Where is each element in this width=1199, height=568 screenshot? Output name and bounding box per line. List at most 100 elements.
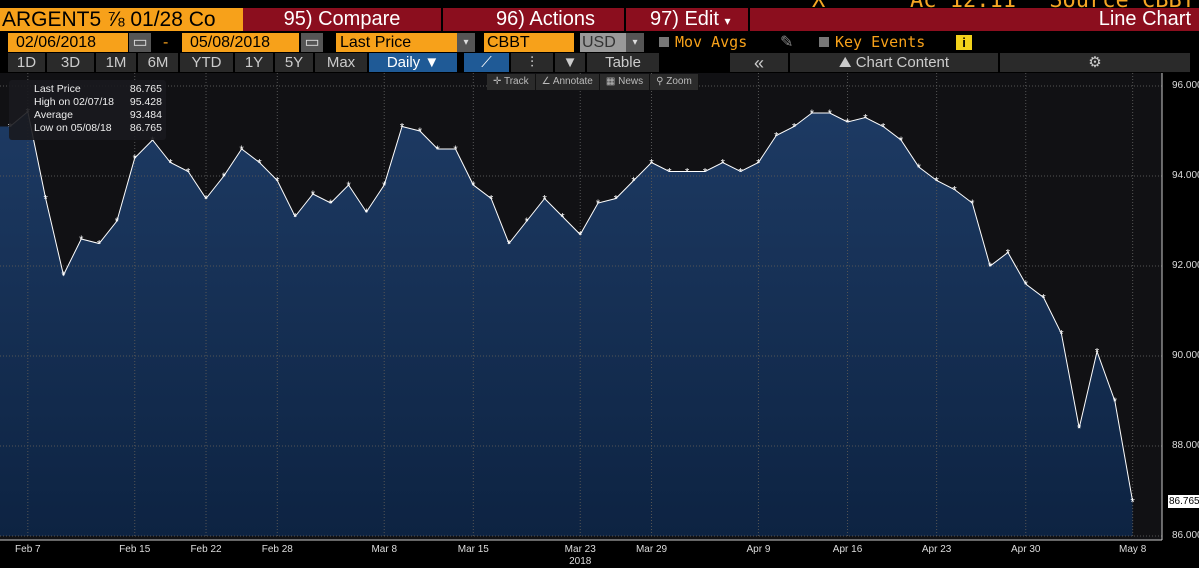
legend-label: Last Price [34, 83, 81, 95]
data-point: * [133, 153, 138, 165]
data-point: * [810, 108, 815, 120]
y-tick-label: 96.000 [1172, 80, 1199, 91]
legend-label: High on 02/07/18 [34, 96, 114, 108]
compare-button[interactable]: 95) Compare [243, 8, 443, 31]
actions-button[interactable]: 96) Actions ▾ [443, 8, 626, 51]
header-bar: ARGENT5 ⅞ 01/28 Co 95) Compare 96) Actio… [0, 8, 1199, 51]
period-1m[interactable]: 1M [96, 53, 136, 72]
data-point: * [738, 167, 743, 179]
table-button[interactable]: Table [587, 53, 659, 72]
key-events-checkbox[interactable]: Key Events [819, 33, 925, 52]
data-point: * [364, 207, 369, 219]
y-tick-label: 94.000 [1172, 170, 1199, 181]
data-point: * [453, 144, 458, 156]
data-point: * [774, 131, 779, 143]
line-chart-icon[interactable]: ⟋ [464, 53, 509, 72]
x-tick-label: Mar 15 [457, 544, 489, 555]
ticker-field[interactable]: ARGENT5 ⅞ 01/28 Co [0, 8, 243, 31]
legend-row: Average 93.484 [34, 109, 162, 122]
frequency-select[interactable]: Daily ▼ [369, 53, 457, 72]
close-partial: X [812, 0, 826, 13]
checkbox-icon [819, 37, 829, 47]
currency-select[interactable]: USD [580, 33, 626, 52]
data-point: * [1041, 293, 1046, 305]
legend-row: Last Price 86.765 [34, 83, 162, 96]
source-input[interactable]: CBBT [484, 33, 574, 52]
x-tick-label: Apr 23 [921, 544, 952, 555]
annotate-tool[interactable]: ∠ Annotate [536, 74, 600, 90]
data-point: * [471, 180, 476, 192]
chart-legend: Last Price 86.765 High on 02/07/18 95.428 … [9, 80, 166, 140]
x-tick-label: Mar 23 [564, 544, 596, 555]
data-point: * [346, 180, 351, 192]
chart-content-button[interactable]: ⛰ Chart Content [790, 53, 998, 72]
start-date-input[interactable]: 02/06/2018 [8, 33, 128, 52]
news-tool[interactable]: ▦ News [600, 74, 651, 90]
collapse-button[interactable]: « [730, 53, 788, 73]
x-tick-label: Apr 30 [1011, 544, 1041, 555]
data-point: * [560, 212, 565, 224]
data-point: * [596, 198, 601, 210]
data-point: * [204, 194, 209, 206]
data-point: * [792, 122, 797, 134]
data-point: * [61, 270, 66, 282]
data-point: * [43, 194, 48, 206]
period-5y[interactable]: 5Y [275, 53, 313, 72]
data-point: * [899, 135, 904, 147]
data-point: * [418, 126, 423, 138]
data-point: * [1024, 279, 1029, 291]
data-point: * [97, 239, 102, 251]
dropdown-arrow-icon[interactable]: ▾ [626, 33, 644, 52]
area-fill [0, 111, 1133, 537]
x-tick-label: Feb 7 [15, 544, 41, 555]
calendar-icon[interactable]: ▭ [301, 33, 323, 52]
legend-label: Low on 05/08/18 [34, 122, 112, 134]
chart-type-label: Line Chart [1098, 8, 1191, 30]
legend-row: Low on 05/08/18 86.765 [34, 122, 162, 135]
key-events-label: Key Events [835, 33, 926, 51]
info-icon[interactable]: i [956, 35, 972, 50]
x-tick-label: Mar 29 [635, 544, 668, 555]
data-point: * [186, 167, 191, 179]
period-max[interactable]: Max [315, 53, 367, 72]
zoom-tool[interactable]: ⚲ Zoom [650, 74, 699, 90]
data-point: * [988, 261, 993, 273]
year-label: 2018 [569, 556, 592, 567]
calendar-icon[interactable]: ▭ [129, 33, 151, 52]
mov-avgs-checkbox[interactable]: Mov Avgs [659, 33, 747, 52]
data-point: * [1006, 248, 1011, 260]
field-select[interactable]: Last Price [336, 33, 457, 52]
data-point: * [614, 194, 619, 206]
x-tick-label: Feb 28 [261, 544, 293, 555]
period-6m[interactable]: 6M [138, 53, 178, 72]
end-date-input[interactable]: 05/08/2018 [182, 33, 299, 52]
settings-gear-icon[interactable]: ⚙ [1000, 53, 1190, 72]
edit-button[interactable]: 97) Edit ▾ [626, 8, 750, 31]
dropdown-arrow-icon[interactable]: ▾ [457, 33, 475, 52]
data-point: * [400, 122, 405, 134]
data-point: * [685, 167, 690, 179]
bar-chart-type-icon[interactable]: ⫶ [511, 53, 553, 72]
x-tick-label: Apr 16 [832, 544, 863, 555]
data-point: * [1131, 497, 1136, 509]
period-1d[interactable]: 1D [8, 53, 45, 72]
data-point: * [329, 198, 334, 210]
period-ytd[interactable]: YTD [180, 53, 233, 72]
chart-type-dropdown-icon[interactable]: ▼ [555, 53, 585, 72]
data-point: * [828, 108, 833, 120]
data-point: * [845, 117, 850, 129]
legend-value: 86.765 [129, 83, 162, 95]
data-point: * [863, 113, 868, 125]
period-1y[interactable]: 1Y [235, 53, 273, 72]
data-point: * [756, 158, 761, 170]
pencil-icon[interactable]: ✎ [780, 34, 794, 51]
track-tool[interactable]: ✛ Track [487, 74, 536, 90]
chart-content-icon: ⛰ [838, 54, 856, 71]
period-3d[interactable]: 3D [47, 53, 94, 72]
legend-value: 93.484 [129, 109, 162, 121]
data-point: * [525, 216, 530, 228]
legend-label: Average [34, 109, 73, 121]
data-point: * [115, 216, 120, 228]
data-point: * [1113, 396, 1118, 408]
price-chart[interactable]: * * * * * * * * * * * * * * * * * * * * * * * * * * * * * * * * * * * * * * * *… [0, 73, 1199, 568]
